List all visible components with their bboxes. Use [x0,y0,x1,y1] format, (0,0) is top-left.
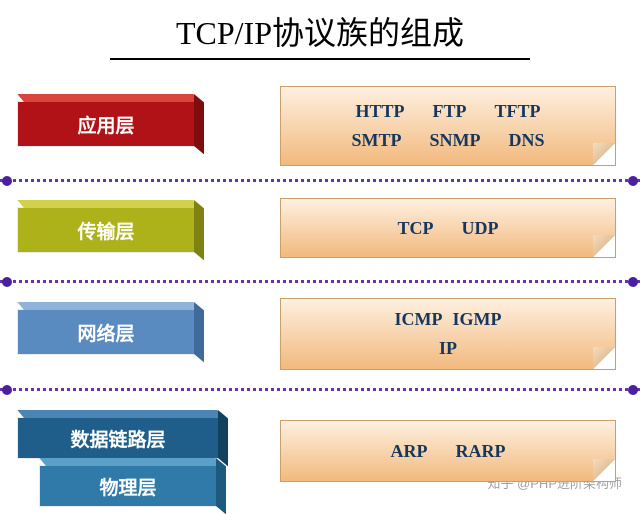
panel-fold-corner [593,235,615,257]
panel-fold-corner [593,143,615,165]
protocol-line: TCP UDP [398,218,499,239]
layer-label: 应用层 [18,102,194,146]
protocol-name: DNS [509,130,545,151]
layer-label: 物理层 [40,466,216,506]
panel-fold-corner [593,459,615,481]
layer-label: 传输层 [18,208,194,252]
protocol-panel: TCP UDP [280,198,616,258]
protocol-name: UDP [462,218,499,239]
protocol-name: HTTP [355,101,404,122]
protocol-name: SMTP [351,130,401,151]
protocol-line: SMTP SNMP DNS [351,130,544,151]
protocol-name: ARP [391,441,428,462]
page-title: TCP/IP协议族的组成 [0,0,640,58]
protocol-name: RARP [456,441,506,462]
protocol-line: ARP RARP [391,441,506,462]
protocol-name: TCP [398,218,434,239]
panel-fold-corner [593,347,615,369]
protocol-name: ICMP [395,309,443,330]
layer-label: 数据链路层 [18,418,218,458]
protocol-line: IP [439,338,457,359]
layer-label: 网络层 [18,310,194,354]
protocol-name: IGMP [453,309,502,330]
title-underline [110,58,530,60]
protocol-name: TFTP [495,101,541,122]
protocol-name: IP [439,338,457,359]
protocol-name: FTP [433,101,467,122]
protocol-panel: ARP RARP [280,420,616,482]
protocol-name: SNMP [430,130,481,151]
protocol-panel: HTTP FTP TFTP SMTP SNMP DNS [280,86,616,166]
protocol-line: HTTP FTP TFTP [355,101,540,122]
protocol-panel: ICMP IGMP IP [280,298,616,370]
protocol-line: ICMP IGMP [395,309,502,330]
